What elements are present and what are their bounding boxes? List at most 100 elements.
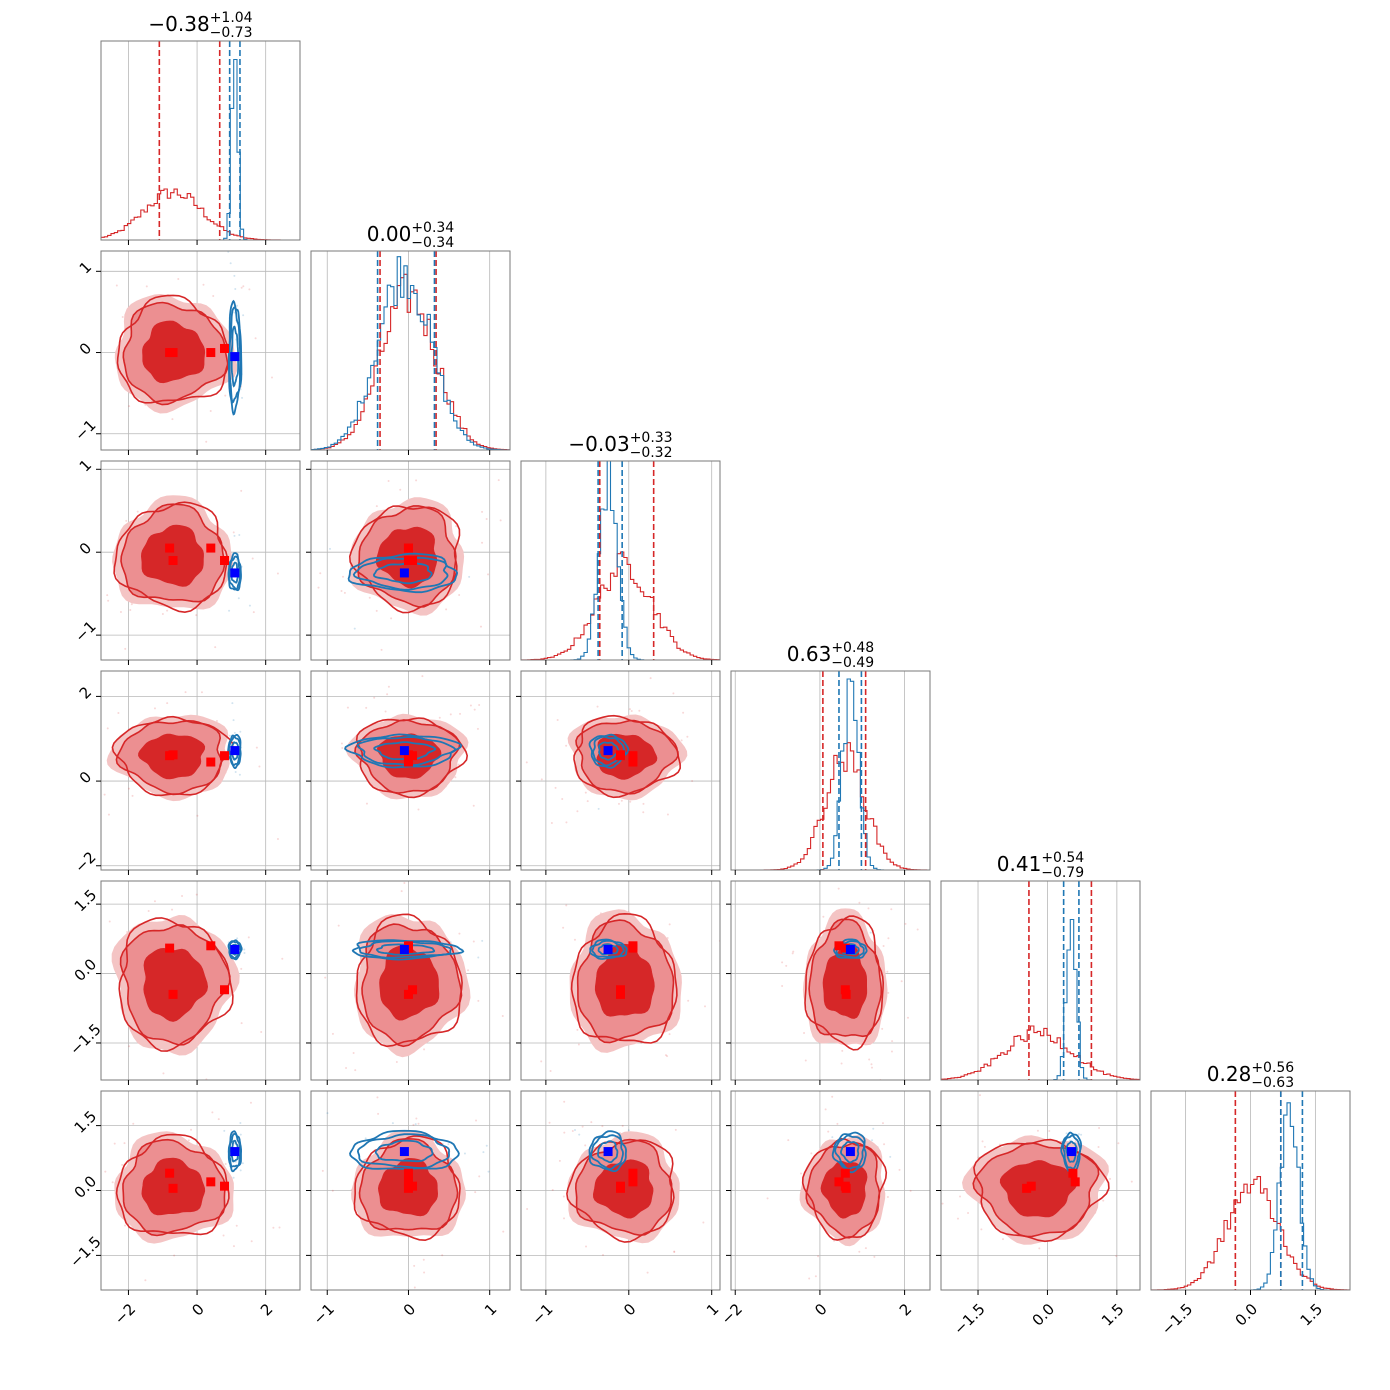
prior-reference-marker (1022, 1183, 1032, 1193)
prior-sample-point (803, 1031, 806, 1034)
prior-sample-point (321, 1169, 324, 1172)
posterior-sample-point (233, 274, 236, 277)
prior-sample-point (1036, 1129, 1039, 1132)
posterior-sample-point (243, 948, 246, 951)
prior-sample-point (340, 589, 343, 592)
prior-sample-point (255, 746, 258, 749)
posterior-sample-point (831, 1136, 834, 1139)
prior-sample-point (487, 573, 490, 576)
prior-sample-point (837, 1087, 839, 1089)
posterior-reference-marker (399, 746, 409, 756)
posterior-contour-line (228, 306, 242, 404)
posterior-contour-1sigma (372, 562, 433, 585)
contour-panel-3-1 (96, 460, 301, 665)
prior-sample-point (377, 1112, 380, 1115)
prior-sample-point (254, 337, 257, 340)
param-title-upper: +0.54 (1041, 850, 1084, 866)
posterior-sample-point (238, 534, 241, 537)
param-title-4: 0.63+0.48 −0.49 (787, 640, 874, 671)
prior-sample-point (251, 557, 254, 560)
posterior-histogram (521, 461, 720, 660)
prior-sample-point (1143, 1245, 1145, 1247)
prior-sample-point (652, 857, 654, 859)
prior-histogram (311, 273, 510, 450)
posterior-reference-marker (230, 568, 240, 578)
prior-sample-point (449, 713, 452, 716)
prior-reference-marker (165, 543, 175, 553)
prior-sample-point (195, 893, 198, 896)
prior-sample-point (704, 1005, 707, 1008)
prior-sample-point (890, 908, 893, 911)
prior-sample-point (478, 1175, 481, 1178)
posterior-sample-point (485, 1144, 488, 1147)
prior-sample-point (1115, 1254, 1118, 1257)
prior-sample-point (76, 296, 78, 298)
prior-sample-point (380, 648, 383, 651)
prior-sample-point (682, 711, 685, 714)
prior-sample-point (881, 1122, 884, 1125)
prior-sample-point (119, 611, 122, 614)
prior-sample-point (354, 1069, 357, 1072)
prior-reference-marker (616, 985, 625, 995)
x-tick-label: 0.0 (1232, 1300, 1262, 1330)
param-title-value: 0.41 (997, 852, 1042, 876)
prior-sample-point (858, 901, 861, 904)
prior-sample-point (260, 1030, 263, 1033)
prior-sample-point (702, 1221, 705, 1224)
prior-sample-point (343, 591, 346, 594)
prior-sample-point (618, 1131, 621, 1134)
param-title-1: −0.38+1.04 −0.73 (148, 10, 252, 41)
prior-sample-point (804, 1059, 807, 1062)
param-title-upper: +0.34 (411, 220, 454, 236)
prior-sample-point (1143, 1172, 1145, 1174)
prior-sample-point (214, 646, 217, 649)
prior-sample-point (368, 596, 371, 599)
prior-sample-point (787, 1139, 790, 1142)
prior-sample-point (128, 405, 131, 408)
prior-sample-point (554, 786, 557, 789)
prior-sample-point (399, 488, 402, 491)
posterior-reference-marker (399, 1147, 409, 1157)
contour-panel-5-2 (306, 880, 511, 1085)
posterior-histogram (1151, 1102, 1350, 1290)
panel-frame (310, 880, 511, 1081)
y-tick-label: 0 (76, 339, 95, 358)
posterior-sample-point (229, 262, 232, 265)
prior-sample-point (931, 1238, 933, 1240)
prior-sample-point (882, 945, 885, 948)
prior-sample-point (577, 1043, 580, 1046)
x-tick-label: −1.5 (1158, 1300, 1196, 1338)
histogram-panel-6 (1150, 1090, 1351, 1295)
prior-sample-point (98, 1224, 100, 1226)
prior-sample-point (890, 1050, 893, 1053)
param-title-lower: −0.32 (630, 445, 673, 461)
y-tick-label: −1.5 (66, 1020, 104, 1058)
prior-sample-point (887, 937, 890, 940)
prior-sample-point (222, 1234, 225, 1237)
prior-contour-line (115, 1133, 230, 1236)
prior-sample-point (525, 761, 528, 764)
y-tick-label: 1.5 (71, 1107, 101, 1137)
prior-sample-point (824, 1108, 827, 1111)
y-tick-label: −2 (71, 848, 99, 876)
prior-sample-point (792, 950, 795, 953)
prior-sample-point (585, 1245, 588, 1248)
prior-sample-point (887, 991, 890, 994)
x-tick-label: −1 (528, 1300, 556, 1328)
prior-sample-point (145, 285, 148, 288)
posterior-sample-point (597, 807, 600, 810)
prior-sample-point (276, 837, 279, 840)
panel-frame (310, 460, 511, 661)
prior-sample-point (177, 278, 180, 281)
posterior-histogram (311, 256, 510, 450)
prior-sample-point (639, 1085, 641, 1087)
contour-panel-6-4 (726, 1087, 931, 1295)
prior-sample-point (79, 355, 81, 357)
prior-sample-point (331, 1032, 334, 1035)
prior-sample-point (629, 800, 632, 803)
prior-sample-point (831, 1095, 834, 1098)
prior-sample-point (560, 1083, 562, 1085)
prior-reference-marker (408, 985, 418, 995)
param-title-value: 0.63 (787, 642, 832, 666)
prior-sample-point (205, 440, 208, 443)
